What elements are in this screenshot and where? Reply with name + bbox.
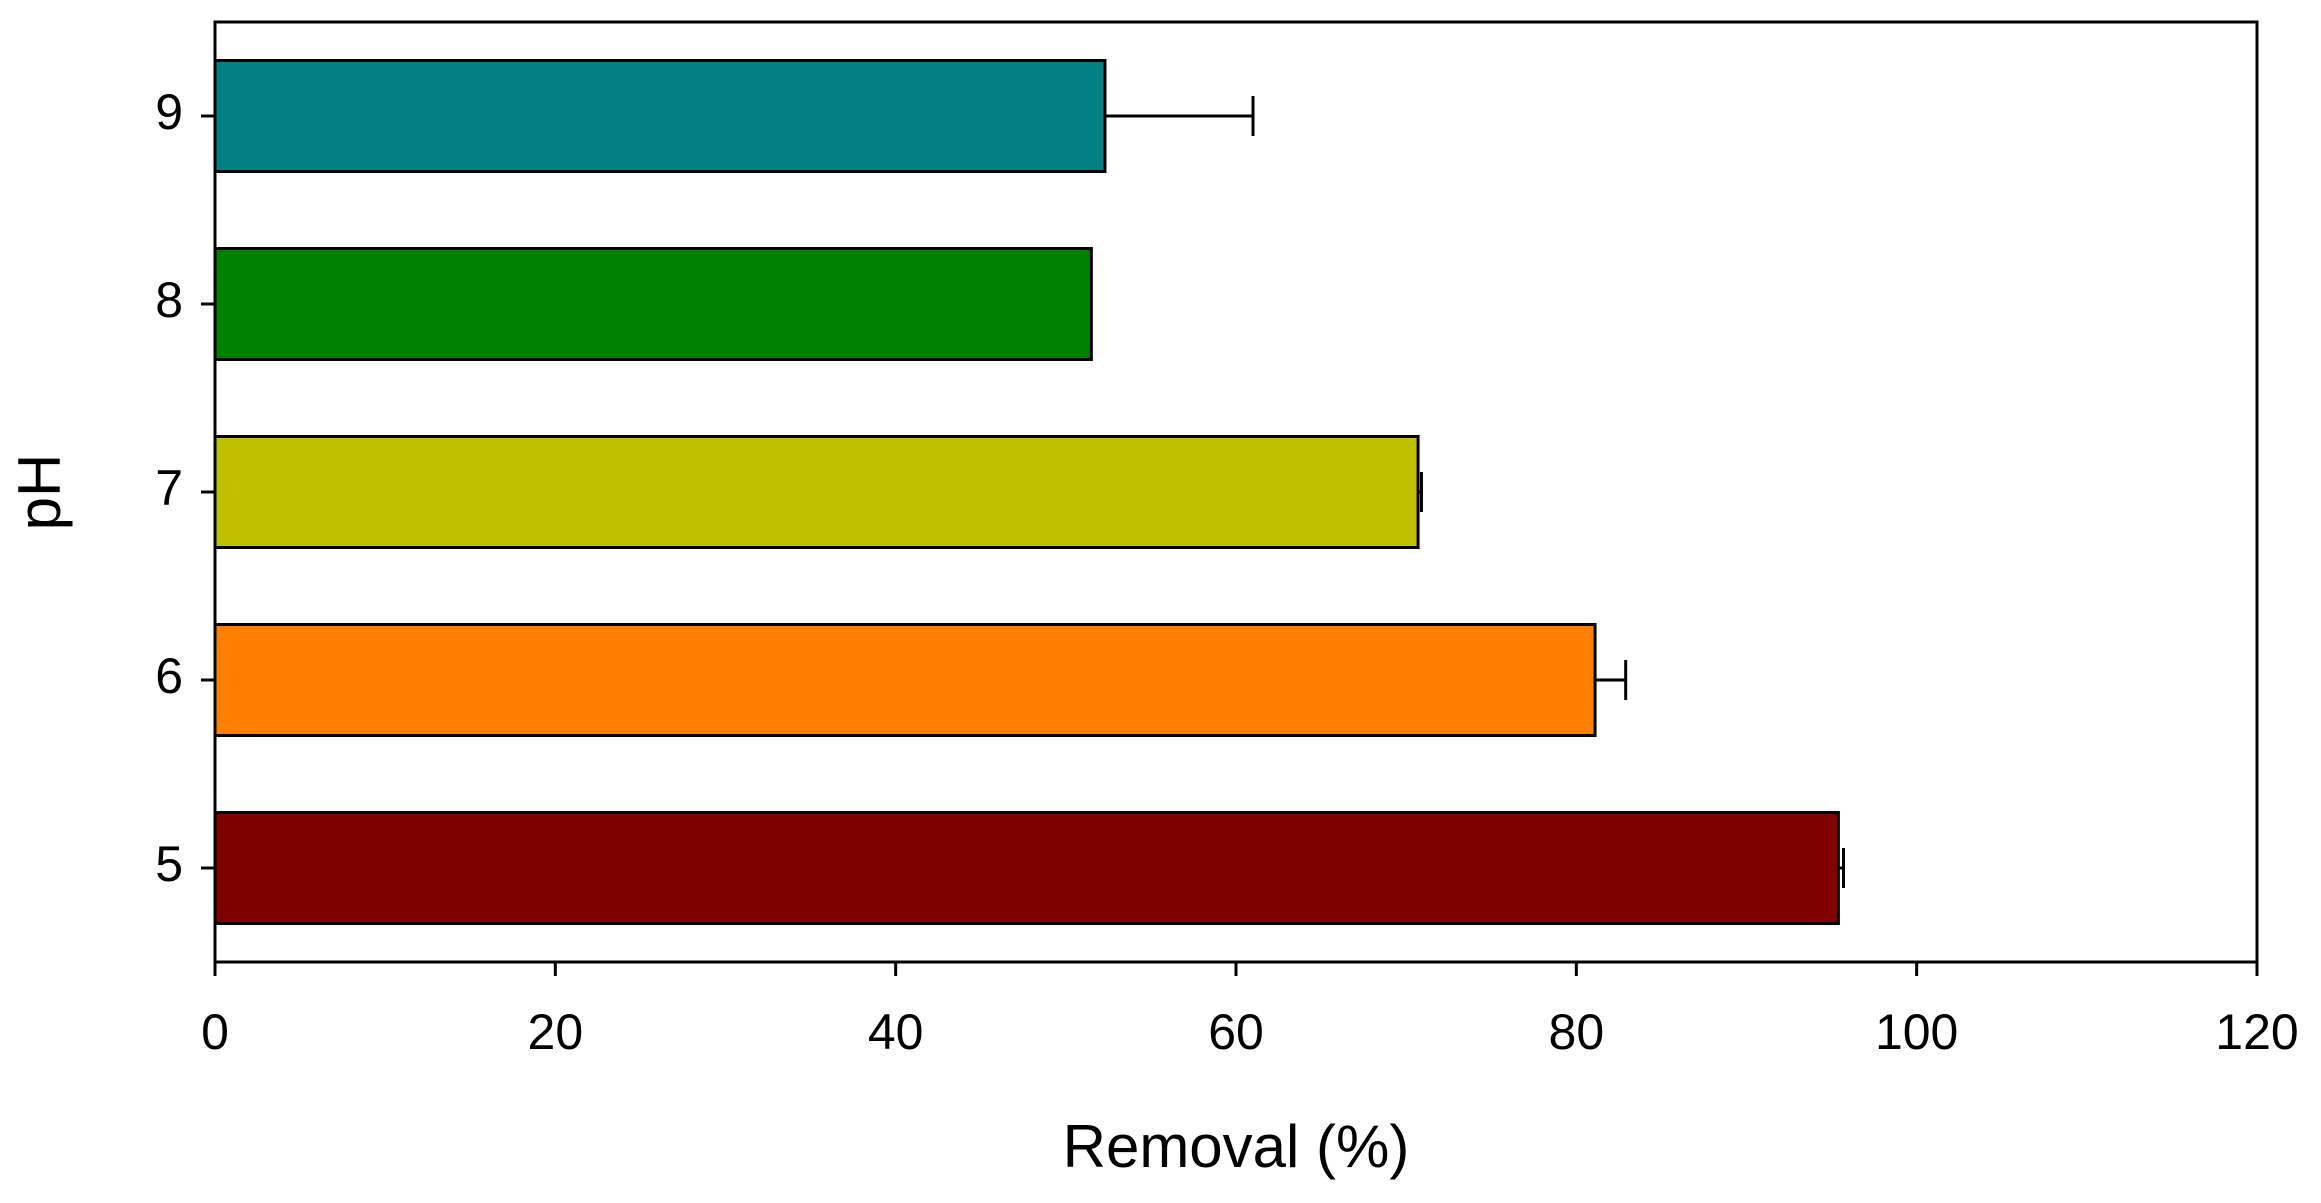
error-bar: [1595, 660, 1628, 700]
bar: [213, 811, 1840, 925]
x-tick-label: 60: [1208, 1004, 1264, 1060]
y-tick-label: 6: [155, 648, 183, 704]
x-tick-label: 80: [1549, 1004, 1605, 1060]
x-tick-label: 20: [528, 1004, 584, 1060]
y-tick-label: 9: [155, 84, 183, 140]
y-tick-label: 5: [155, 836, 183, 892]
error-bar: [1838, 848, 1845, 888]
y-tick-label: 8: [155, 272, 183, 328]
x-tick-label: 120: [2215, 1004, 2298, 1060]
bar: [213, 435, 1420, 549]
x-tick-label: 0: [201, 1004, 229, 1060]
x-axis-title: Removal (%): [1063, 1113, 1410, 1180]
x-tick-label: 100: [1875, 1004, 1958, 1060]
bar: [213, 59, 1107, 173]
bar: [213, 247, 1093, 361]
error-bar: [1104, 96, 1255, 136]
bar: [213, 623, 1597, 737]
y-tick-label: 7: [155, 460, 183, 516]
error-bar: [1418, 472, 1423, 512]
y-axis-title: pH: [6, 454, 73, 531]
x-tick-label: 40: [868, 1004, 924, 1060]
